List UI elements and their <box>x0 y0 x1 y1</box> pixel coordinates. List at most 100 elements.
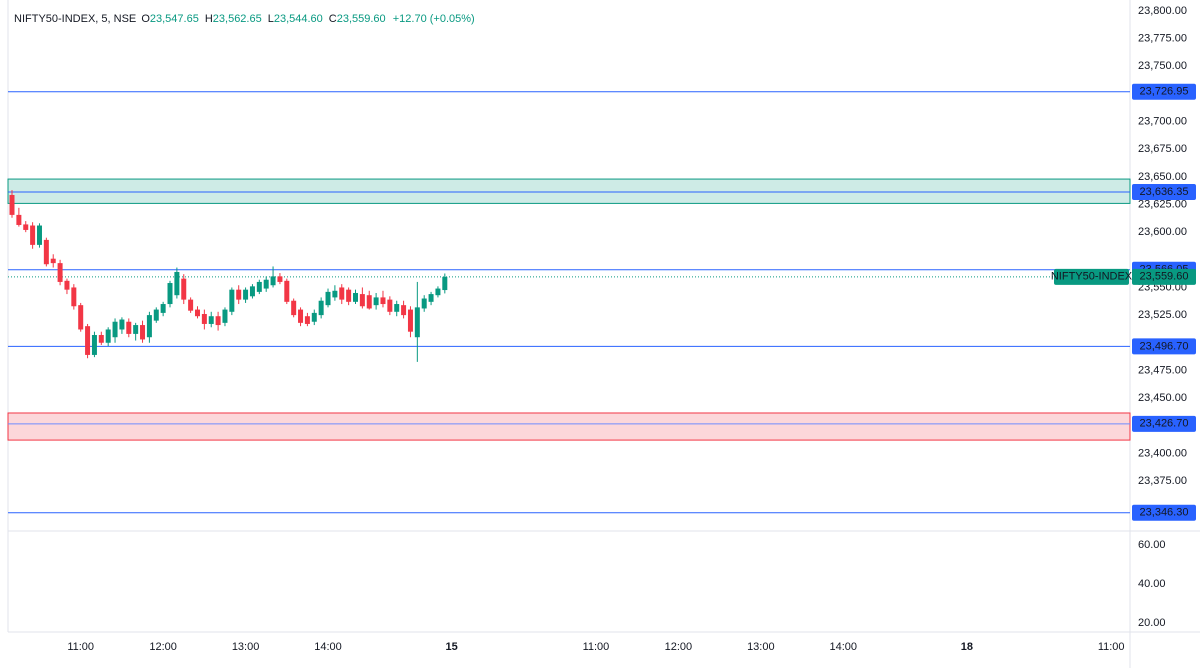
candle-body <box>277 276 283 282</box>
candle-body <box>359 294 365 307</box>
y-tick-label: 23,525.00 <box>1138 309 1187 321</box>
candle-body <box>353 292 358 302</box>
candle-body <box>414 307 420 338</box>
x-tick-label: 11:00 <box>1098 641 1125 653</box>
candle-body <box>64 280 70 290</box>
candle-body <box>133 325 139 334</box>
field-key: O <box>141 13 150 25</box>
candle-body <box>57 263 63 282</box>
y2-tick-label: 40.00 <box>1138 578 1166 590</box>
legend-header: NIFTY50-INDEX, 5, NSE O23,547.65 H23,562.… <box>14 13 479 25</box>
y-tick-label: 23,775.00 <box>1138 33 1187 45</box>
candle-body <box>325 291 331 306</box>
candle-body <box>373 297 379 306</box>
field-key: C <box>328 13 337 25</box>
candle-body <box>401 305 407 316</box>
level-label: 23,636.35 <box>1140 186 1189 198</box>
y-tick-label: 23,475.00 <box>1138 364 1187 376</box>
candle-body <box>263 279 269 289</box>
field-value: 23,544.60 <box>273 13 323 25</box>
candle-body <box>208 316 214 324</box>
candle-body <box>43 239 49 265</box>
y-tick-label: 23,750.00 <box>1138 60 1187 72</box>
field-key: L <box>267 13 274 25</box>
candle-body <box>215 316 221 326</box>
x-tick-label: 14:00 <box>830 641 858 653</box>
candle-body <box>23 224 29 230</box>
candle-body <box>194 309 200 317</box>
candle-body <box>71 287 77 307</box>
candle-body <box>291 300 297 316</box>
candle-body <box>270 276 276 286</box>
level-label-bg <box>1132 183 1196 200</box>
candle-body <box>339 287 345 300</box>
candle-body <box>9 194 15 215</box>
candle-body <box>407 309 413 332</box>
ohlc-fields: O23,547.65 H23,562.65 L23,544.60 C23,559.60 <box>139 13 389 25</box>
y-tick-label: 23,700.00 <box>1138 115 1187 127</box>
candle-body <box>442 276 448 291</box>
y-tick-label: 23,600.00 <box>1138 226 1187 238</box>
candle-body <box>126 321 132 334</box>
candle-body <box>318 300 324 316</box>
candle-body <box>366 295 372 309</box>
candle-body <box>304 316 310 324</box>
candle-body <box>201 313 207 324</box>
x-tick-label: 15 <box>446 641 458 653</box>
candle-body <box>421 298 427 309</box>
y2-tick-label: 60.00 <box>1138 539 1166 551</box>
candle-body <box>380 297 386 305</box>
zone <box>7 412 1131 441</box>
candle-body <box>298 309 304 323</box>
candle-body <box>387 299 393 312</box>
x-tick-label: 11:00 <box>67 641 94 653</box>
candle-body <box>91 335 97 355</box>
candle-body <box>140 325 146 340</box>
candle-body <box>50 258 56 264</box>
candle-body <box>188 299 194 311</box>
candle-body <box>112 321 118 338</box>
level-label-bg <box>1132 504 1196 521</box>
last-price-name: NIFTY50-INDEX <box>1051 271 1133 283</box>
x-tick-label: 18 <box>961 641 973 653</box>
x-tick-label: 13:00 <box>747 641 775 653</box>
y-tick-label: 23,400.00 <box>1138 447 1187 459</box>
x-tick-label: 14:00 <box>314 641 342 653</box>
level-label-bg <box>1132 415 1196 432</box>
field-value: 23,547.65 <box>149 13 199 25</box>
candle-body <box>256 281 262 292</box>
level-label-bg <box>1132 338 1196 355</box>
y-tick-label: 23,800.00 <box>1138 5 1187 17</box>
candle-body <box>332 290 338 298</box>
y-tick-label: 23,375.00 <box>1138 475 1187 487</box>
candle-body <box>394 304 400 312</box>
candle-body <box>16 214 22 225</box>
y2-tick-label: 20.00 <box>1138 617 1166 629</box>
candle-body <box>181 278 187 300</box>
y-tick-label: 23,625.00 <box>1138 198 1187 210</box>
x-tick-label: 12:00 <box>665 641 693 653</box>
candle-body <box>78 305 84 330</box>
zone <box>7 178 1131 204</box>
candle-body <box>98 335 104 343</box>
candle-body <box>167 283 173 305</box>
symbol: NIFTY50-INDEX, 5, NSE <box>14 13 137 25</box>
last-price-name-bg <box>1054 268 1129 285</box>
level-label: 23,726.95 <box>1140 86 1189 98</box>
candle-body <box>146 315 152 338</box>
candle-body <box>85 326 91 355</box>
field-value: 23,559.60 <box>336 13 386 25</box>
candle-body <box>284 280 290 302</box>
candle-body <box>119 319 125 330</box>
candle-body <box>243 289 249 300</box>
y-tick-label: 23,675.00 <box>1138 143 1187 155</box>
candle-body <box>160 304 166 313</box>
x-tick-label: 11:00 <box>583 641 610 653</box>
y-tick-label: 23,450.00 <box>1138 392 1187 404</box>
field-key: H <box>204 13 213 25</box>
candle-body <box>153 309 159 321</box>
field-value: 23,562.65 <box>212 13 262 25</box>
candle-body <box>174 271 180 296</box>
